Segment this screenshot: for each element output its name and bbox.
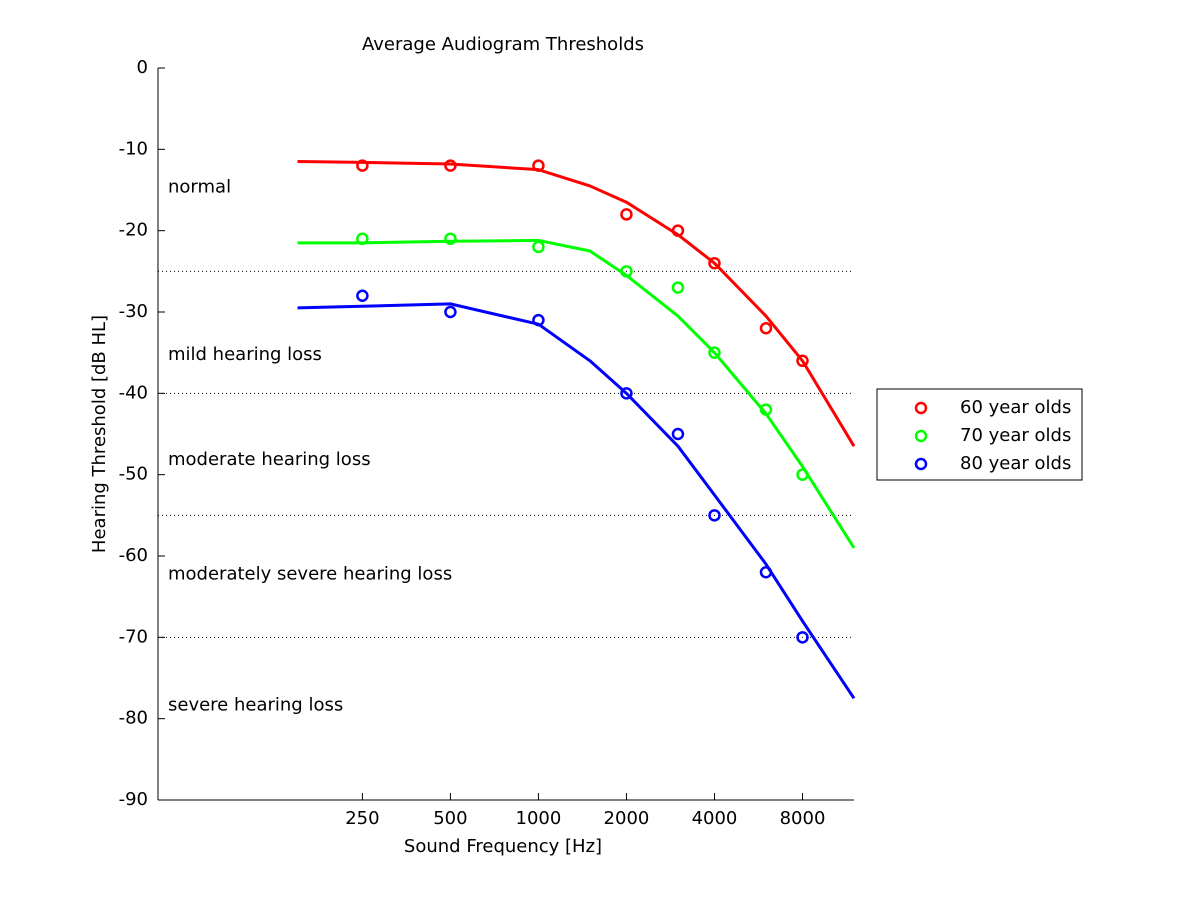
x-tick-label: 4000 [692, 808, 738, 829]
data-point [620, 265, 633, 278]
zone-label: moderately severe hearing loss [168, 564, 452, 585]
legend-label: 60 year olds [960, 397, 1071, 418]
data-point [532, 313, 545, 327]
data-point [708, 509, 721, 522]
data-point [796, 354, 809, 368]
y-tick-label: -30 [119, 301, 148, 322]
data-point [532, 159, 545, 172]
fit-line [297, 238, 856, 549]
x-tick-label: 250 [345, 808, 379, 829]
chart-title: Average Audiogram Thresholds [362, 34, 644, 55]
legend-label: 70 year olds [960, 425, 1071, 446]
y-axis-label: Hearing Threshold [dB HL] [89, 315, 110, 553]
data-point [444, 305, 457, 319]
x-tick-label: 500 [433, 808, 467, 829]
data-point [759, 403, 773, 416]
data-point [620, 208, 633, 221]
data-point [620, 387, 633, 400]
legend-marker [914, 401, 928, 415]
data-point [671, 281, 685, 294]
data-point [708, 346, 721, 359]
data-point [671, 427, 685, 441]
x-axis-label: Sound Frequency [Hz] [404, 836, 602, 857]
data-point [532, 240, 545, 254]
data-point [356, 159, 369, 172]
data-point [671, 224, 685, 237]
data-point [444, 159, 457, 172]
data-point [708, 256, 721, 270]
fit-line [297, 302, 856, 700]
y-tick-label: -90 [119, 789, 148, 810]
x-tick-label: 2000 [604, 808, 650, 829]
legend-marker [914, 457, 928, 471]
data-point [796, 631, 809, 644]
y-tick-label: -60 [119, 545, 148, 566]
y-tick-label: 0 [137, 57, 148, 78]
fit-line [297, 160, 856, 447]
y-tick-label: -70 [119, 626, 148, 647]
data-point [356, 289, 369, 302]
y-tick-label: -40 [119, 382, 148, 403]
data-point [796, 468, 809, 481]
zone-label: normal [168, 177, 231, 198]
y-tick-label: -80 [119, 708, 148, 729]
data-point [759, 566, 773, 579]
x-tick-label: 8000 [780, 808, 826, 829]
zone-label: severe hearing loss [168, 695, 343, 716]
y-tick-label: -20 [119, 220, 148, 241]
x-tick-label: 1000 [516, 808, 562, 829]
legend-marker [914, 429, 928, 443]
y-tick-label: -10 [119, 138, 148, 159]
data-point [759, 322, 773, 335]
legend-box [876, 388, 1083, 481]
data-point [444, 232, 457, 246]
legend-label: 80 year olds [960, 453, 1071, 474]
zone-label: moderate hearing loss [168, 449, 371, 470]
zone-label: mild hearing loss [168, 344, 322, 365]
data-point [356, 232, 369, 246]
y-tick-label: -50 [119, 464, 148, 485]
